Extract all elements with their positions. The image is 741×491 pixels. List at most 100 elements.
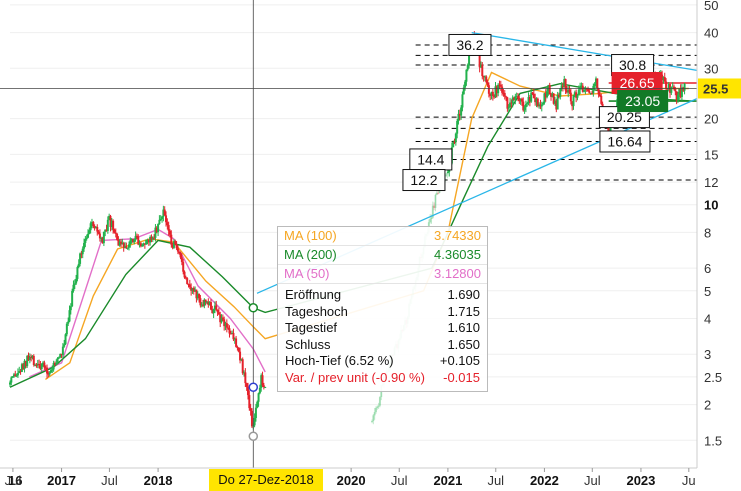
candle-body [536, 98, 539, 107]
candle-body [12, 374, 15, 377]
ma-line [9, 82, 689, 388]
candle-body [11, 376, 14, 378]
candle-body [51, 369, 54, 371]
x-tick-label: Jul [487, 473, 504, 488]
x-tick-label: 2023 [626, 473, 655, 488]
candle-body [671, 86, 674, 88]
candle-body [171, 244, 174, 248]
candle-body [519, 98, 522, 102]
candle-body [157, 224, 160, 233]
candle-body [202, 304, 205, 306]
candle-body [560, 85, 563, 89]
candle-body [198, 293, 201, 299]
level-label-text: 23.05 [625, 93, 660, 109]
candle-body [518, 97, 521, 102]
candle-body [431, 205, 434, 218]
candle-body [489, 93, 492, 96]
candle-body [129, 240, 132, 245]
candle-body [233, 338, 236, 340]
y-tick-label: 10 [704, 198, 718, 213]
candle-body [478, 55, 481, 68]
level-label-box [617, 90, 669, 113]
candle-body [491, 91, 494, 96]
candle-body [75, 278, 78, 284]
candle-body [461, 94, 464, 108]
crosshair-marker [248, 303, 259, 313]
candle-body [245, 383, 248, 387]
x-tick-label-fragment: 16 [8, 473, 22, 488]
x-tick-label: 2020 [337, 473, 366, 488]
candle-body [503, 93, 506, 97]
candle-body [246, 386, 249, 396]
candle-body [260, 375, 263, 388]
candle-body [457, 113, 460, 121]
crosshair-date-label: Do 27-Dez-2018 [209, 469, 323, 491]
candle-body [55, 362, 58, 365]
y-tick-label: 4 [704, 311, 711, 326]
candle-body [105, 229, 108, 231]
y-tick-label: 12 [704, 175, 718, 190]
candle-body [227, 327, 230, 329]
candle-body [166, 222, 169, 226]
candle-body [83, 242, 86, 249]
candle-body [42, 362, 45, 364]
candle-body [522, 101, 525, 111]
candle-body [592, 85, 595, 94]
candle-body [235, 338, 238, 347]
candle-body [213, 305, 216, 310]
candle-body [116, 233, 119, 240]
trendline [471, 31, 698, 72]
candle-body [479, 64, 482, 68]
candle-body [510, 102, 513, 104]
x-tick-label: Jul [391, 473, 408, 488]
tooltip-ma-50: MA (50) 3.12800 [278, 265, 487, 284]
candle-body [39, 365, 42, 369]
candle-body [19, 371, 22, 373]
candle-body [212, 309, 215, 314]
candle-body [544, 93, 547, 98]
candle-body [524, 104, 527, 108]
candle-body [127, 244, 130, 248]
candle-body [434, 194, 437, 208]
candle-body [616, 99, 619, 112]
candle-body [572, 95, 575, 107]
candle-body [608, 128, 611, 131]
candle-body [573, 92, 576, 96]
candle-body [142, 243, 145, 245]
candle-body [232, 332, 235, 340]
candle-body [241, 359, 244, 374]
candle-body [680, 87, 683, 97]
candle-body [550, 94, 553, 97]
candle-body [667, 84, 670, 90]
candle-body [250, 410, 253, 427]
candle-body [679, 88, 682, 97]
candle-body [81, 248, 84, 255]
current-price-text: 25.5 [703, 81, 728, 96]
candle-body [580, 85, 583, 87]
candle-body [167, 225, 170, 231]
candle-body [87, 233, 90, 238]
candle-body [22, 364, 25, 369]
tooltip-close-row: Schluss 1.650 [285, 337, 480, 354]
candle-body [528, 97, 531, 102]
y-tick-label: 6 [704, 261, 711, 276]
candle-body [372, 415, 375, 422]
candle-body [527, 97, 530, 104]
candle-body [159, 218, 162, 220]
candle-body [117, 239, 120, 246]
candle-body [161, 216, 164, 219]
tooltip-ma-200: MA (200) 4.36035 [278, 246, 487, 265]
tooltip-ma-200-value: 4.36035 [434, 247, 481, 262]
y-tick-label: 2 [704, 398, 711, 413]
candle-body [126, 247, 129, 249]
candle-body [174, 241, 177, 245]
support-resistance-levels [415, 44, 697, 181]
candle-body [170, 234, 173, 245]
candle-body [244, 372, 247, 384]
candle-body [662, 76, 665, 81]
candle-body [63, 344, 66, 347]
candle-body [490, 91, 493, 96]
candle-body [505, 96, 508, 98]
candle-body [122, 243, 125, 248]
